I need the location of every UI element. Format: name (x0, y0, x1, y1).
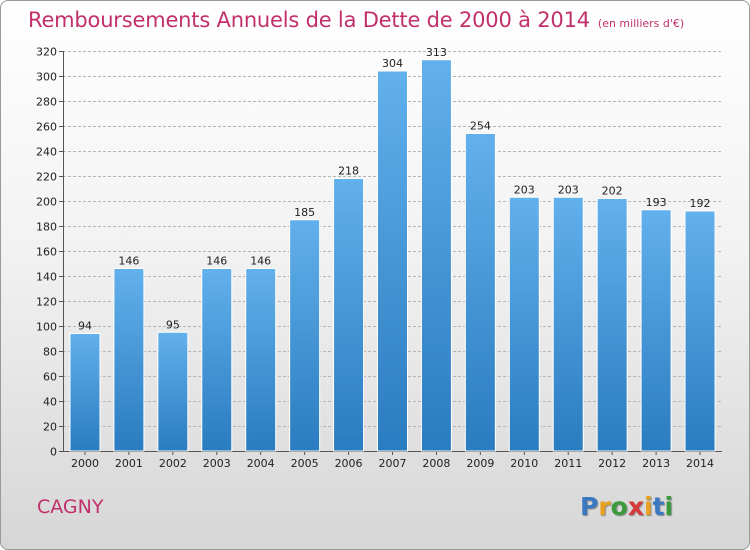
x-tick-label-2010: 2010 (510, 457, 538, 470)
bar-2005 (289, 219, 321, 452)
logo-letter: r (598, 492, 611, 521)
y-tick-label: 100 (36, 321, 57, 334)
value-label-2003: 146 (206, 255, 227, 268)
bar-2002 (157, 331, 189, 452)
x-tick-label-2005: 2005 (291, 457, 319, 470)
value-label-2007: 304 (382, 57, 403, 70)
bar-2009 (464, 133, 496, 452)
value-labels: 94 146 95 146 146 185 218 304 313 254 203 203 202 193… (78, 46, 711, 333)
value-label-2009: 254 (470, 120, 491, 133)
y-tick-label: 260 (36, 121, 57, 134)
y-tick-label: 0 (50, 446, 57, 459)
y-tick-label: 20 (43, 421, 57, 434)
y-tick-label: 140 (36, 271, 57, 284)
logo-letter: P (580, 492, 599, 521)
x-tick-label-2002: 2002 (159, 457, 187, 470)
y-tick-label: 40 (43, 396, 57, 409)
x-tick-label-2001: 2001 (115, 457, 143, 470)
x-tick-label-2008: 2008 (422, 457, 450, 470)
bar-2007 (377, 70, 408, 452)
value-label-2011: 203 (558, 183, 579, 196)
x-tick-label-2006: 2006 (335, 457, 363, 470)
logo-letter: i (644, 492, 653, 521)
bar-2004 (245, 268, 277, 452)
title-row: Remboursements Annuels de la Dette de 20… (28, 8, 684, 32)
y-tick-label: 120 (36, 296, 57, 309)
x-tick-label-2003: 2003 (203, 457, 231, 470)
city-name: CAGNY (37, 496, 104, 518)
value-label-2004: 146 (250, 255, 271, 268)
logo-letter: i (664, 492, 674, 521)
bar-2008 (420, 59, 452, 452)
bars (69, 59, 716, 452)
bar-2001 (113, 268, 145, 452)
x-tick-label-2007: 2007 (379, 457, 407, 470)
y-tick-label: 200 (36, 196, 57, 209)
value-label-2002: 95 (166, 318, 180, 331)
logo-letter: o (610, 492, 628, 521)
x-tick-label-2000: 2000 (71, 457, 99, 470)
bar-2003 (201, 268, 233, 452)
value-label-2014: 192 (690, 197, 711, 210)
proxiti-logo: Proxiti (580, 492, 673, 521)
logo-letter: x (627, 492, 644, 521)
y-tick-label: 180 (36, 221, 57, 234)
bar-2011 (552, 196, 584, 452)
value-label-2010: 203 (514, 183, 535, 196)
y-tick-label: 80 (43, 346, 57, 359)
bar-2012 (596, 198, 628, 452)
y-tick-label: 240 (36, 146, 57, 159)
y-tick-label: 300 (36, 71, 57, 84)
value-label-2005: 185 (294, 206, 315, 219)
bar-2013 (640, 209, 672, 452)
bar-2000 (69, 333, 101, 452)
chart-title: Remboursements Annuels de la Dette de 20… (28, 8, 590, 32)
y-tick-label: 220 (36, 171, 57, 184)
value-label-2013: 193 (646, 196, 667, 209)
y-tick-label: 60 (43, 371, 57, 384)
x-tick-label-2004: 2004 (247, 457, 275, 470)
bar-2010 (508, 196, 540, 452)
bar-2014 (684, 210, 716, 452)
x-tick-label-2013: 2013 (642, 457, 670, 470)
value-label-2006: 218 (338, 165, 359, 178)
y-tick-label: 280 (36, 96, 57, 109)
y-tick-label: 320 (36, 46, 57, 59)
x-tick-label-2014: 2014 (686, 457, 714, 470)
chart-subtitle: (en milliers d'€) (597, 17, 685, 30)
x-tick-labels: 2000 2001 2002 2003 2004 2005 2006 2007 2008 2009… (71, 457, 714, 470)
x-tick-label-2009: 2009 (466, 457, 494, 470)
y-tick-label: 160 (36, 246, 57, 259)
value-label-2012: 202 (602, 185, 623, 198)
bar-2006 (333, 178, 365, 452)
y-tick-labels: 0 20 40 60 80 100 120 140 160 180 200 220 240 260 280 3… (36, 46, 57, 459)
x-tick-label-2012: 2012 (598, 457, 626, 470)
logo-letter: t (652, 492, 665, 521)
value-label-2000: 94 (78, 320, 92, 333)
value-label-2008: 313 (426, 46, 447, 59)
x-tick-label-2011: 2011 (554, 457, 582, 470)
value-label-2001: 146 (118, 255, 139, 268)
